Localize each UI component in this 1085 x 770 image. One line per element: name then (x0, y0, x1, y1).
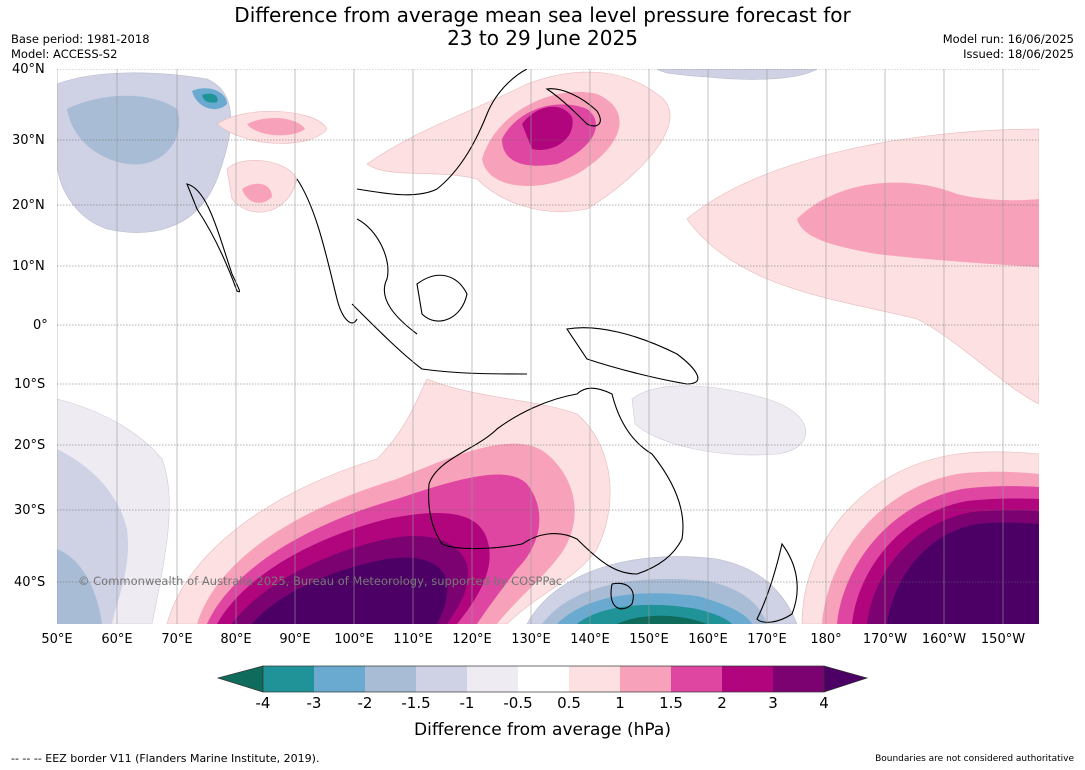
colorbar-tick-label: -1.5 (401, 694, 431, 712)
lon-label: 50°E (41, 632, 73, 647)
coastline-new-guinea (566, 327, 699, 385)
colorbar-swatch (722, 666, 773, 692)
colorbar-tick-label: -2 (357, 694, 373, 712)
anomaly-region-north-pacific-high (686, 128, 1039, 405)
base-period: Base period: 1981-2018 (11, 32, 150, 46)
lat-label-40n: 40°N (12, 62, 45, 77)
lon-label: 110°E (393, 632, 433, 647)
colorbar-tick-label: 2 (717, 694, 727, 712)
map-frame (57, 69, 1039, 624)
coastlines (186, 69, 798, 623)
lat-label-30s: 30°S (14, 503, 46, 518)
anomaly-region-central-asia-inner (67, 95, 180, 165)
coastline-southeast-asia (296, 178, 418, 335)
coastline-tasmania (610, 582, 634, 610)
colorbar-border (262, 665, 825, 693)
anomaly-region-southwest-indian-core (57, 549, 102, 624)
lon-label: 60°E (101, 632, 133, 647)
positive-anomaly-regions (166, 71, 1039, 624)
colorbar-tick-label: 4 (819, 694, 829, 712)
anomaly-region-south-pacific-core (887, 522, 1039, 624)
chart-title: Difference from average mean sea level p… (0, 4, 1085, 50)
anomaly-region-north-pacific-low (656, 69, 818, 80)
colorbar-swatches (216, 665, 869, 693)
anomaly-region-tasman-center (617, 615, 707, 624)
lon-label: 160°E (688, 632, 728, 647)
anomaly-region-coral-sea (631, 385, 807, 456)
colorbar-extend-high (823, 665, 869, 693)
lon-label: 90°E (279, 632, 311, 647)
colorbar-tick-label: -4 (255, 694, 271, 712)
lon-label: 140°E (570, 632, 610, 647)
colorbar-swatch (569, 666, 620, 692)
meta-right: Model run: 16/06/2025 Issued: 18/06/2025 (943, 32, 1074, 62)
lon-label: 80°E (220, 632, 252, 647)
lon-label: 180° (810, 632, 842, 647)
colorbar-label: Difference from average (hPa) (414, 720, 671, 740)
coastline-new-zealand (756, 542, 798, 623)
anomaly-region-bay-of-bengal-core (242, 183, 272, 203)
coastline-japan (545, 88, 601, 127)
anomaly-region-north-pacific-high-core (797, 182, 1039, 267)
colorbar-swatch (671, 666, 722, 692)
lon-label: 130°E (511, 632, 551, 647)
anomaly-region-east-asia-3 (522, 106, 573, 150)
model-name: Model: ACCESS-S2 (11, 47, 118, 61)
lon-label: 170°W (862, 632, 908, 647)
boundaries-note: Boundaries are not considered authoritat… (875, 754, 1074, 764)
lon-label: 70°E (161, 632, 193, 647)
lon-label: 150°E (629, 632, 669, 647)
anomaly-region-tibet-core (247, 117, 305, 136)
colorbar-swatch (314, 666, 365, 692)
lat-label-10s: 10°S (14, 377, 46, 392)
colorbar-tick-label: 1 (615, 694, 625, 712)
negative-anomaly-regions (57, 69, 818, 624)
colorbar-tick-label: 1.5 (659, 694, 683, 712)
model-run: Model run: 16/06/2025 (942, 32, 1074, 46)
lat-label-30n: 30°N (12, 133, 45, 148)
lat-label-20s: 20°S (14, 438, 46, 453)
colorbar-tick-label: -3 (306, 694, 322, 712)
coastline-sumatra-java (351, 303, 528, 375)
colorbar-swatch (620, 666, 671, 692)
copyright-notice: © Commonwealth of Australia 2025, Bureau… (78, 574, 563, 588)
pressure-anomaly-map (57, 69, 1039, 624)
lat-label-0: 0° (33, 318, 48, 333)
colorbar-swatch (773, 666, 824, 692)
colorbar-swatch (518, 666, 569, 692)
coastline-china (356, 69, 528, 196)
colorbar-tick-label: 0.5 (557, 694, 581, 712)
gridlines (57, 69, 1039, 624)
colorbar-swatch (365, 666, 416, 692)
title-line-2: 23 to 29 June 2025 (447, 26, 638, 50)
lat-label-40s: 40°S (14, 575, 46, 590)
anomaly-region-tasman-core (577, 604, 732, 624)
colorbar-swatch (263, 666, 314, 692)
eez-border-note: -- -- -- EEZ border V11 (Flanders Marine… (11, 752, 320, 765)
issued-date: Issued: 18/06/2025 (963, 47, 1074, 61)
lon-label: 120°E (452, 632, 492, 647)
lon-label: 150°W (980, 632, 1026, 647)
lon-label: 160°W (921, 632, 967, 647)
coastline-india (186, 183, 241, 293)
colorbar-extend-low (216, 665, 264, 693)
colorbar-tick-label: -1 (459, 694, 475, 712)
colorbar-swatch (416, 666, 467, 692)
anomaly-region-himalaya-core (202, 93, 218, 103)
colorbar-tick-label: 3 (768, 694, 778, 712)
lon-label: 100°E (334, 632, 374, 647)
colorbar-tick-label: -0.5 (503, 694, 533, 712)
colorbar (216, 665, 869, 693)
meta-left: Base period: 1981-2018 Model: ACCESS-S2 (11, 32, 150, 62)
title-line-1: Difference from average mean sea level p… (234, 3, 851, 27)
lat-label-20n: 20°N (12, 198, 45, 213)
lat-label-10n: 10°N (12, 259, 45, 274)
coastline-australia (428, 387, 684, 575)
lon-label: 170°E (747, 632, 787, 647)
coastline-borneo (416, 274, 468, 322)
anomaly-region-australia-core (252, 557, 448, 624)
colorbar-swatch (467, 666, 518, 692)
